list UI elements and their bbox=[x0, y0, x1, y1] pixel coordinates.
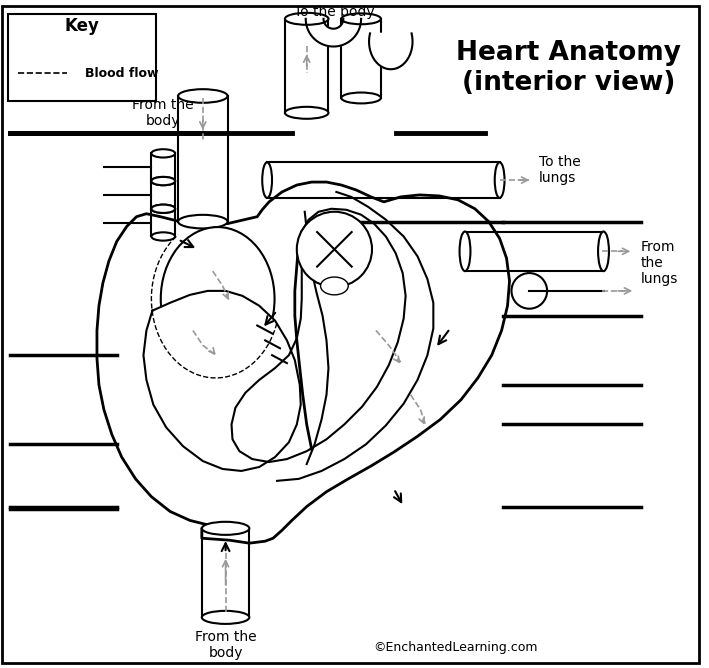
Ellipse shape bbox=[151, 204, 175, 213]
Polygon shape bbox=[306, 19, 361, 47]
Ellipse shape bbox=[495, 162, 505, 198]
Ellipse shape bbox=[161, 227, 274, 371]
Text: Heart Anatomy: Heart Anatomy bbox=[457, 41, 681, 66]
Text: From
the
lungs: From the lungs bbox=[641, 240, 679, 287]
Text: From the
body: From the body bbox=[133, 98, 194, 128]
FancyBboxPatch shape bbox=[8, 14, 156, 101]
Ellipse shape bbox=[202, 611, 250, 624]
Ellipse shape bbox=[285, 13, 328, 25]
Ellipse shape bbox=[341, 93, 381, 104]
Ellipse shape bbox=[320, 277, 348, 295]
Ellipse shape bbox=[151, 177, 175, 185]
Polygon shape bbox=[232, 209, 406, 462]
Bar bbox=[341, 19, 381, 98]
Text: From the
body: From the body bbox=[195, 630, 257, 660]
Ellipse shape bbox=[459, 232, 471, 271]
Bar bbox=[151, 181, 175, 209]
Text: To the body: To the body bbox=[294, 5, 375, 19]
Ellipse shape bbox=[598, 232, 609, 271]
Text: (interior view): (interior view) bbox=[462, 70, 676, 96]
Circle shape bbox=[297, 212, 372, 287]
Text: ©EnchantedLearning.com: ©EnchantedLearning.com bbox=[373, 641, 537, 653]
Bar bbox=[202, 528, 250, 617]
Ellipse shape bbox=[341, 13, 381, 24]
Text: Key: Key bbox=[65, 17, 99, 35]
Ellipse shape bbox=[262, 162, 272, 198]
Bar bbox=[267, 162, 500, 198]
Ellipse shape bbox=[178, 215, 228, 228]
Bar bbox=[285, 19, 328, 113]
Ellipse shape bbox=[285, 107, 328, 119]
Ellipse shape bbox=[178, 90, 228, 103]
Text: Blood flow: Blood flow bbox=[85, 67, 159, 79]
Ellipse shape bbox=[151, 177, 175, 185]
Circle shape bbox=[511, 273, 547, 309]
Polygon shape bbox=[97, 182, 510, 543]
Bar bbox=[178, 96, 228, 222]
Bar bbox=[465, 232, 603, 271]
Bar bbox=[151, 154, 175, 181]
Polygon shape bbox=[143, 291, 301, 471]
Ellipse shape bbox=[151, 149, 175, 158]
Bar bbox=[151, 209, 175, 236]
Ellipse shape bbox=[151, 204, 175, 213]
Polygon shape bbox=[369, 33, 413, 69]
Text: To the
lungs: To the lungs bbox=[540, 155, 581, 185]
Ellipse shape bbox=[151, 232, 175, 240]
Ellipse shape bbox=[202, 522, 250, 535]
